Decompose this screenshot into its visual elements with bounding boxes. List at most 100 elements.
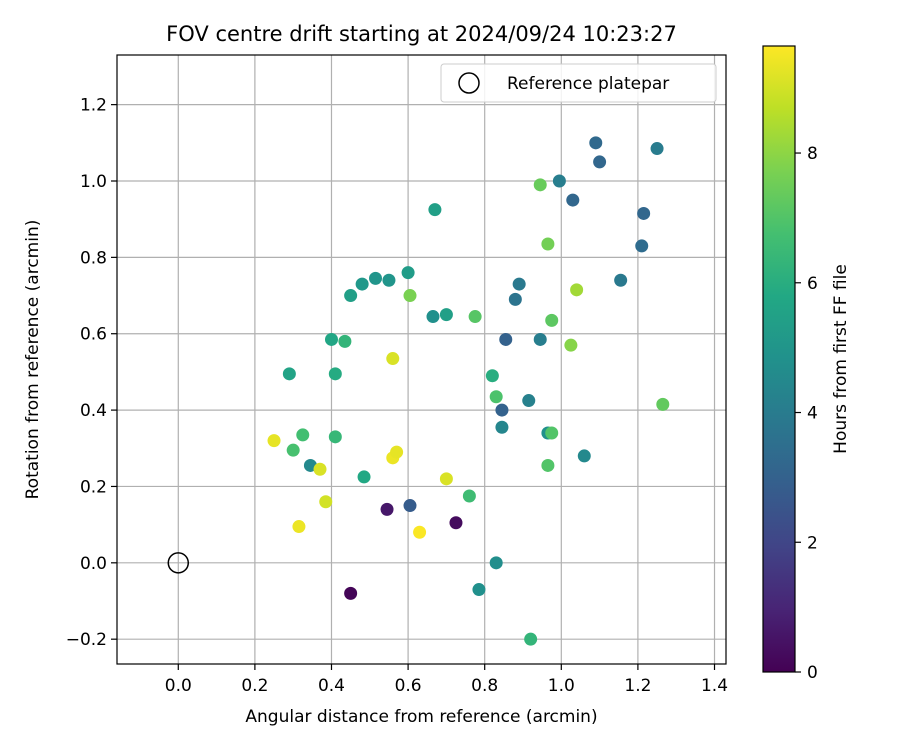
- grid: [117, 55, 726, 664]
- x-tick-label: 0.6: [395, 676, 422, 696]
- data-point: [426, 310, 440, 324]
- data-point: [413, 525, 427, 539]
- y-tick-label: 0.2: [80, 477, 107, 497]
- data-point: [355, 277, 369, 291]
- legend-marker-reference: [458, 72, 480, 94]
- data-point: [403, 499, 417, 513]
- data-point: [439, 308, 453, 322]
- legend-label-reference: Reference platepar: [507, 74, 669, 94]
- data-point: [635, 239, 649, 253]
- colorbar: 0 2 4 6 8 Hours from first FF file: [762, 45, 851, 683]
- data-point: [489, 390, 503, 404]
- data-point: [589, 136, 603, 150]
- x-tick-label: 1.4: [701, 676, 728, 696]
- y-tick-label: 0.0: [80, 554, 107, 574]
- data-point: [545, 426, 559, 440]
- data-point: [508, 292, 522, 306]
- x-tick-label: 0.4: [318, 676, 345, 696]
- chart-title: FOV centre drift starting at 2024/09/24 …: [166, 22, 677, 46]
- data-point: [313, 462, 327, 476]
- plot-frame: [116, 54, 727, 665]
- data-point: [637, 206, 651, 220]
- data-point: [401, 266, 415, 280]
- x-tick-label: 0.2: [241, 676, 268, 696]
- x-axis-label: Angular distance from reference (arcmin): [245, 707, 597, 727]
- y-tick-label: 0.6: [80, 325, 107, 345]
- data-point: [449, 516, 463, 530]
- y-tick-label: 1.2: [80, 96, 107, 116]
- data-point: [564, 338, 578, 352]
- legend-box: [440, 63, 717, 103]
- data-point: [485, 369, 499, 383]
- data-point: [328, 430, 342, 444]
- data-point: [541, 237, 555, 251]
- data-point: [489, 556, 503, 570]
- y-tick-label: 1.0: [80, 172, 107, 192]
- y-tick-label: −0.2: [66, 630, 107, 650]
- colorbar-ticks: 0 2 4 6 8: [795, 144, 818, 683]
- data-point: [386, 352, 400, 366]
- y-tick-label: 0.8: [80, 248, 107, 268]
- data-point: [369, 271, 383, 285]
- data-point: [292, 520, 306, 534]
- data-point: [650, 142, 664, 156]
- data-point: [472, 583, 486, 597]
- colorbar-label: Hours from first FF file: [831, 264, 851, 454]
- colorbar-tick-label: 2: [807, 533, 818, 553]
- y-tick-label: 0.4: [80, 401, 107, 421]
- reference-point-layer: [167, 552, 190, 574]
- data-point: [570, 283, 584, 297]
- data-point: [495, 403, 509, 417]
- x-tick-label: 0.0: [165, 676, 192, 696]
- data-point: [267, 434, 281, 448]
- data-point: [380, 502, 394, 516]
- data-point: [286, 443, 300, 457]
- data-point: [468, 310, 482, 324]
- x-tick-label: 1.0: [548, 676, 575, 696]
- data-point: [512, 277, 526, 291]
- data-point: [522, 394, 536, 408]
- data-point: [324, 332, 338, 346]
- data-point: [296, 428, 310, 442]
- x-tick-label: 1.2: [624, 676, 651, 696]
- data-points: [267, 136, 670, 646]
- data-point: [403, 289, 417, 303]
- data-point: [338, 334, 352, 348]
- colorbar-tick-label: 0: [807, 663, 818, 683]
- data-point: [533, 332, 547, 346]
- legend: Reference platepar: [440, 63, 717, 103]
- y-axis-ticks: −0.2 0.0 0.2 0.4 0.6 0.8 1.0 1.2: [66, 96, 117, 650]
- data-point: [428, 203, 442, 217]
- colorbar-gradient: [762, 45, 796, 673]
- data-point: [524, 632, 538, 646]
- data-point: [344, 289, 358, 303]
- data-point: [656, 397, 670, 411]
- colorbar-tick-label: 4: [807, 404, 818, 424]
- data-point: [614, 273, 628, 287]
- data-point: [390, 445, 404, 459]
- data-point: [344, 586, 358, 600]
- reference-point-marker: [167, 552, 190, 574]
- data-point: [439, 472, 453, 486]
- data-point: [382, 273, 396, 287]
- data-point: [499, 332, 513, 346]
- data-point: [282, 367, 296, 381]
- data-point: [328, 367, 342, 381]
- data-point: [541, 458, 555, 472]
- data-point: [552, 174, 566, 188]
- data-point: [593, 155, 607, 169]
- y-axis-label: Rotation from reference (arcmin): [23, 220, 43, 500]
- data-point: [319, 495, 333, 509]
- data-point: [577, 449, 591, 463]
- x-axis-ticks: 0.0 0.2 0.4 0.6 0.8 1.0 1.2 1.4: [165, 664, 728, 696]
- colorbar-tick-label: 8: [807, 144, 818, 164]
- data-point: [545, 313, 559, 327]
- data-point: [566, 193, 580, 207]
- colorbar-tick-label: 6: [807, 274, 818, 294]
- data-point: [533, 178, 547, 192]
- data-point: [495, 420, 509, 434]
- data-point: [357, 470, 371, 484]
- x-tick-label: 0.8: [471, 676, 498, 696]
